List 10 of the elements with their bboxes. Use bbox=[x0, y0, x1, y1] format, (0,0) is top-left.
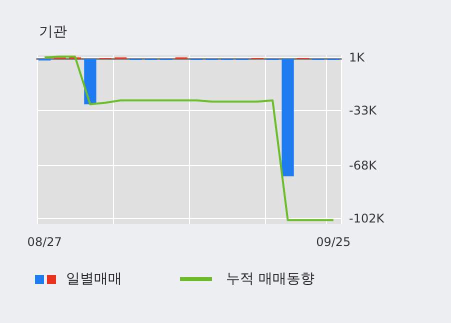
chart-title: 기관 bbox=[39, 24, 67, 40]
legend-label: 누적 매매동향 bbox=[226, 270, 314, 288]
y-tick-label: -102K bbox=[349, 212, 386, 226]
line-series bbox=[44, 56, 334, 222]
y-tick-label: 1K bbox=[349, 50, 366, 64]
legend-label: 일별매매 bbox=[66, 270, 122, 288]
y-tick-label: -33K bbox=[349, 104, 378, 118]
y-tick-label: -68K bbox=[349, 158, 378, 172]
x-tick-label: 08/27 bbox=[27, 235, 62, 249]
x-tick-label: 09/25 bbox=[316, 235, 351, 249]
